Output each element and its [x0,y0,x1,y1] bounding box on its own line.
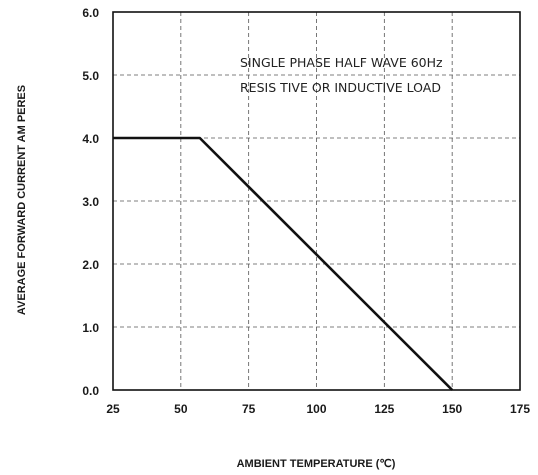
y-tick-label: 5.0 [82,69,99,83]
annotation-line-2: RESIS TIVE OR INDUCTIVE LOAD [240,80,441,95]
x-tick-label: 50 [174,402,188,416]
derating-curve [113,136,454,391]
y-axis-label: AVERAGE FORWARD CURRENT AM PERES [16,85,28,315]
x-tick-label: 100 [306,402,326,416]
y-tick-label: 2.0 [82,258,99,272]
x-axis-label: AMBIENT TEMPERATURE (℃) [237,458,396,470]
y-tick-label: 0.0 [82,384,99,398]
x-tick-label: 175 [510,402,530,416]
x-tick-labels: 25 50 75 100 125 150 175 [106,402,530,416]
annotation-line-1: SINGLE PHASE HALF WAVE 60Hz [240,55,443,70]
x-tick-label: 75 [242,402,256,416]
x-tick-label: 150 [442,402,462,416]
x-tick-label: 125 [374,402,394,416]
grid-lines [113,12,520,390]
plot-frame [112,11,521,391]
x-tick-label: 25 [106,402,120,416]
y-tick-label: 3.0 [82,195,99,209]
y-tick-labels: 0.0 1.0 2.0 3.0 4.0 5.0 6.0 [82,6,99,398]
y-tick-label: 1.0 [82,321,99,335]
y-tick-label: 6.0 [82,6,99,20]
y-tick-label: 4.0 [82,132,99,146]
series-layer [113,136,454,391]
